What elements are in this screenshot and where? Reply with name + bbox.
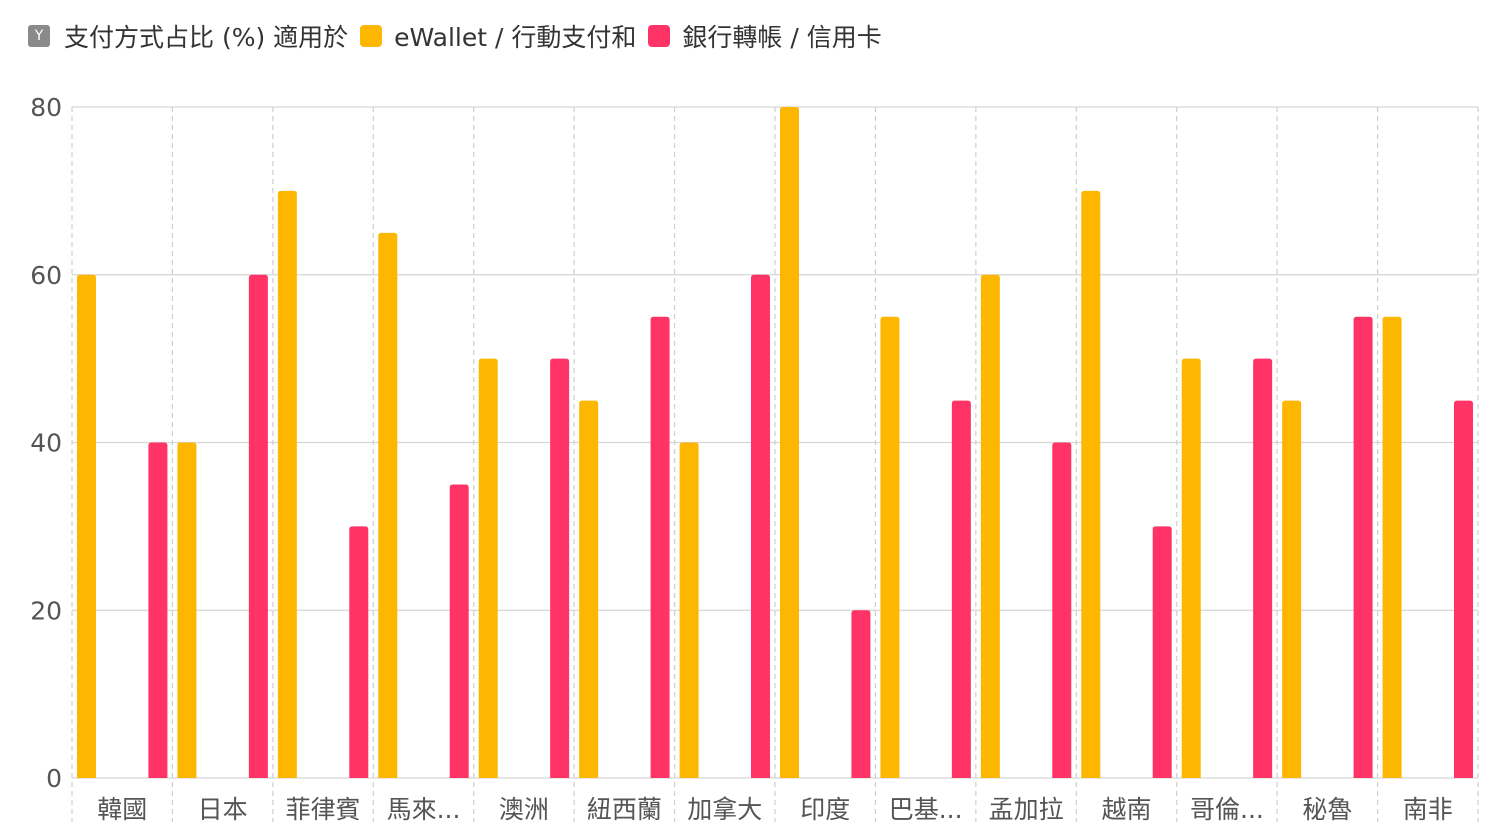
bar-series-1[interactable] [277, 190, 297, 778]
bar-series-2[interactable] [1052, 442, 1072, 779]
bar-series-1[interactable] [378, 232, 398, 778]
bar-series-2[interactable] [1253, 358, 1273, 778]
bar-series-2[interactable] [349, 526, 369, 778]
bar-series-2[interactable] [650, 316, 670, 778]
x-tick-label: 加拿大 [687, 795, 762, 824]
bar-series-2[interactable] [751, 274, 770, 778]
bar-series-1[interactable] [1081, 190, 1101, 778]
bar-series-1[interactable] [177, 442, 197, 779]
bar-series-1[interactable] [478, 358, 498, 778]
bar-series-2[interactable] [1152, 526, 1172, 778]
bar-series-2[interactable] [449, 484, 469, 778]
y-tick-label: 20 [30, 596, 62, 625]
x-tick-label: 哥倫... [1190, 795, 1264, 824]
bar-series-1[interactable] [1382, 316, 1402, 778]
bar-series-2[interactable] [1454, 400, 1473, 778]
x-tick-label: 孟加拉 [989, 795, 1064, 824]
bar-series-2[interactable] [951, 400, 971, 778]
bar-series-1[interactable] [579, 400, 599, 778]
bar-series-1[interactable] [1181, 358, 1201, 778]
bar-series-2[interactable] [248, 274, 268, 778]
bar-series-1[interactable] [980, 274, 1000, 778]
bar-series-1[interactable] [780, 107, 799, 778]
bar-series-1[interactable] [880, 316, 900, 778]
x-tick-label: 越南 [1101, 795, 1151, 824]
x-tick-label: 巴基... [889, 795, 963, 824]
legend-swatch-series-1[interactable] [360, 25, 383, 47]
bar-series-1[interactable] [1282, 400, 1302, 778]
y-tick-label: 80 [30, 93, 62, 122]
legend-swatch-series-2[interactable] [648, 25, 671, 47]
x-tick-label: 印度 [800, 795, 850, 824]
legend-y-badge: Y [28, 25, 50, 47]
x-tick-label: 菲律賓 [286, 795, 361, 824]
x-tick-label: 南非 [1403, 795, 1453, 824]
x-tick-label: 韓國 [97, 795, 147, 824]
legend-label-series-1[interactable]: eWallet / 行動支付和 [394, 23, 637, 52]
bar-series-2[interactable] [851, 610, 871, 778]
legend-title: 支付方式占比 (%) 適用於 [64, 23, 349, 52]
x-tick-label: 日本 [198, 795, 248, 824]
x-tick-label: 馬來... [387, 795, 461, 824]
x-tick-label: 澳洲 [499, 795, 549, 824]
y-tick-label: 60 [30, 261, 62, 290]
bar-series-1[interactable] [77, 274, 96, 778]
chart-legend: Y 支付方式占比 (%) 適用於 eWallet / 行動支付和 銀行轉帳 / … [28, 16, 882, 56]
legend-label-series-2[interactable]: 銀行轉帳 / 信用卡 [682, 23, 882, 52]
bar-series-2[interactable] [1353, 316, 1373, 778]
y-tick-label: 40 [30, 429, 62, 458]
x-tick-label: 紐西蘭 [587, 795, 662, 824]
bar-series-2[interactable] [148, 442, 168, 779]
y-tick-label: 0 [46, 764, 62, 793]
x-tick-label: 秘魯 [1302, 795, 1352, 824]
bar-series-2[interactable] [550, 358, 570, 778]
bar-series-1[interactable] [679, 442, 699, 779]
